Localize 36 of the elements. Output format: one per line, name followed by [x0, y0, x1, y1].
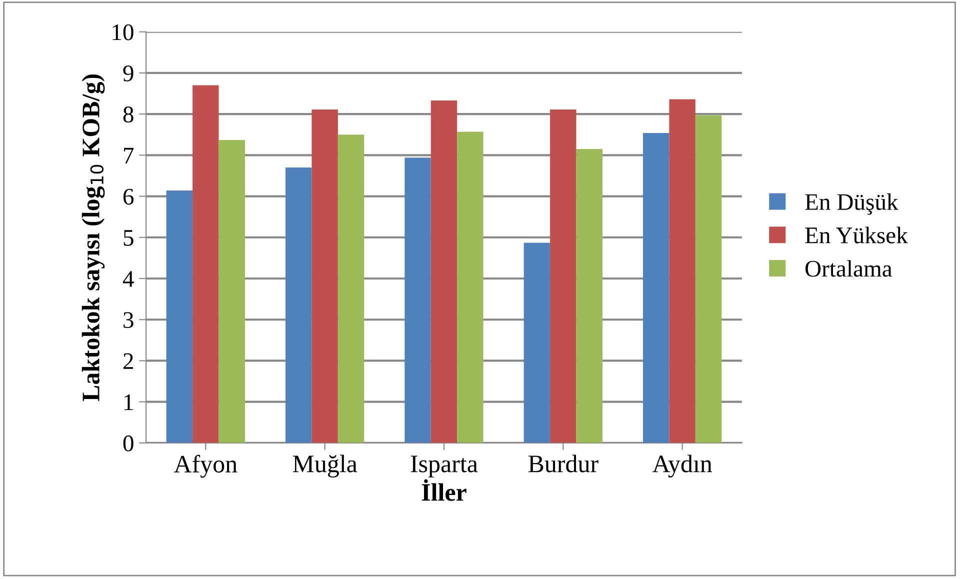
- y-tick-label: 7: [124, 148, 134, 164]
- x-tick-label: Muğla: [292, 454, 358, 478]
- x-tick-label: Afyon: [174, 454, 238, 478]
- bar: [576, 149, 602, 443]
- bar: [642, 132, 670, 443]
- y-axis-title: Laktokok sayısı (log$_{10}$ KOB/g): [82, 74, 105, 402]
- x-tick-label: Aydın: [652, 454, 712, 478]
- bar: [404, 158, 431, 443]
- bar: [166, 190, 193, 443]
- bar: [285, 168, 312, 443]
- bar: [524, 242, 550, 443]
- y-tick-label: 9: [123, 66, 134, 82]
- y-tick-label: 10: [112, 24, 134, 40]
- bar: [218, 140, 245, 443]
- y-tick-label: 1: [124, 394, 133, 410]
- bar: [192, 85, 219, 443]
- legend-label: Ortalama: [805, 260, 892, 277]
- x-axis-title: İller: [422, 479, 466, 501]
- bar: [312, 110, 338, 443]
- bar: [669, 99, 696, 443]
- y-tick-label: 3: [124, 312, 134, 328]
- bar: [338, 134, 364, 443]
- y-tick-label: 2: [124, 353, 133, 369]
- y-tick-label: 4: [122, 271, 134, 287]
- y-tick-label: 5: [124, 230, 134, 246]
- bar: [695, 115, 722, 443]
- legend-label: En Yüksek: [805, 226, 908, 244]
- x-tick-label: Burdur: [528, 454, 598, 472]
- bar: [457, 132, 484, 443]
- x-tick-label: Isparta: [410, 456, 478, 478]
- legend-label: En Düşük: [805, 193, 898, 215]
- bar: [430, 100, 458, 443]
- y-tick-label: 6: [123, 188, 134, 205]
- bar: [550, 110, 576, 443]
- y-tick-label: 8: [123, 106, 134, 122]
- y-tick-label: 0: [123, 435, 134, 452]
